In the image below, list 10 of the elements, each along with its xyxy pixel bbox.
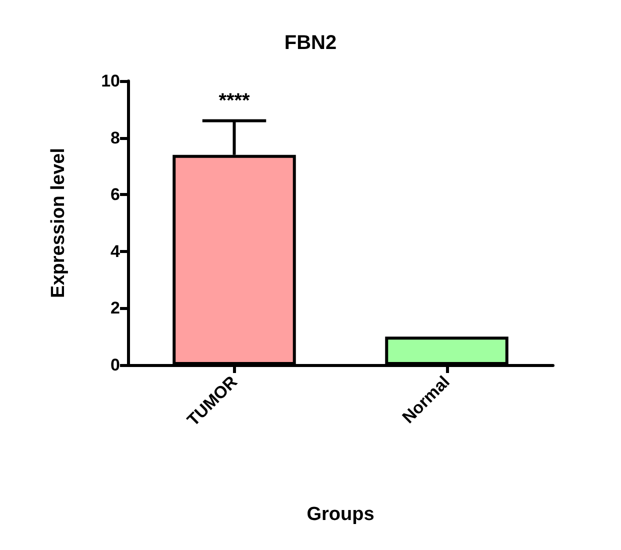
x-axis-title: Groups xyxy=(306,504,374,525)
y-tick-label: 2 xyxy=(110,298,120,318)
chart-title: FBN2 xyxy=(284,32,337,54)
y-tick-label: 10 xyxy=(101,72,120,90)
y-tick-label: 4 xyxy=(110,242,121,261)
y-axis-title: Expression level xyxy=(48,148,69,298)
y-tick-label: 8 xyxy=(110,128,120,148)
annotation: **** xyxy=(218,90,250,112)
y-tick-label: 6 xyxy=(110,185,120,204)
y-tick-label: 0 xyxy=(110,356,120,374)
